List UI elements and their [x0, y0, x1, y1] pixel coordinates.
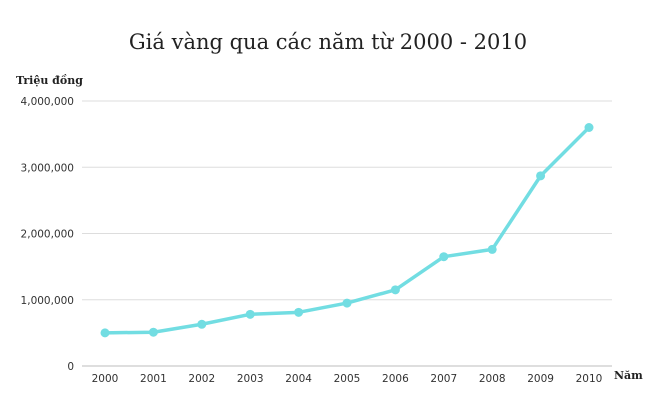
x-tick-label: 2008 [479, 373, 506, 385]
y-tick-label: 0 [67, 361, 74, 373]
x-tick-label: 2003 [237, 373, 264, 385]
x-tick-labels: 2000 2001 2002 2003 2004 2005 2006 2007 2008 2009… [92, 373, 603, 385]
data-point [487, 244, 497, 254]
data-point [294, 307, 304, 317]
data-point [245, 309, 255, 319]
y-axis-label: Triệu đồng [16, 74, 83, 87]
data-points [100, 123, 594, 338]
x-tick-label: 2009 [527, 373, 554, 385]
x-tick-label: 2007 [430, 373, 457, 385]
y-tick-labels: 0 1,000,000 2,000,000 3,000,000 4,000,000 [21, 96, 74, 373]
y-tick-label: 2,000,000 [21, 229, 74, 241]
x-tick-label: 2002 [188, 373, 215, 385]
x-tick-label: 2001 [140, 373, 167, 385]
data-point [197, 319, 207, 329]
data-point [390, 285, 400, 295]
x-axis-label: Năm [614, 369, 643, 382]
data-point [148, 327, 158, 337]
x-tick-label: 2005 [334, 373, 361, 385]
data-point [536, 171, 546, 181]
data-point [584, 123, 594, 132]
y-tick-label: 1,000,000 [21, 295, 74, 307]
x-tick-label: 2006 [382, 373, 409, 385]
grid-lines [82, 100, 612, 367]
x-tick-label: 2010 [576, 373, 603, 385]
x-tick-label: 2004 [285, 373, 312, 385]
y-tick-label: 3,000,000 [21, 162, 74, 174]
data-point [342, 298, 352, 308]
chart-title: Giá vàng qua các năm từ 2000 - 2010 [128, 30, 528, 54]
data-point [439, 252, 449, 262]
y-tick-label: 4,000,000 [21, 96, 74, 108]
x-tick-label: 2000 [92, 373, 119, 385]
data-point [100, 328, 110, 338]
